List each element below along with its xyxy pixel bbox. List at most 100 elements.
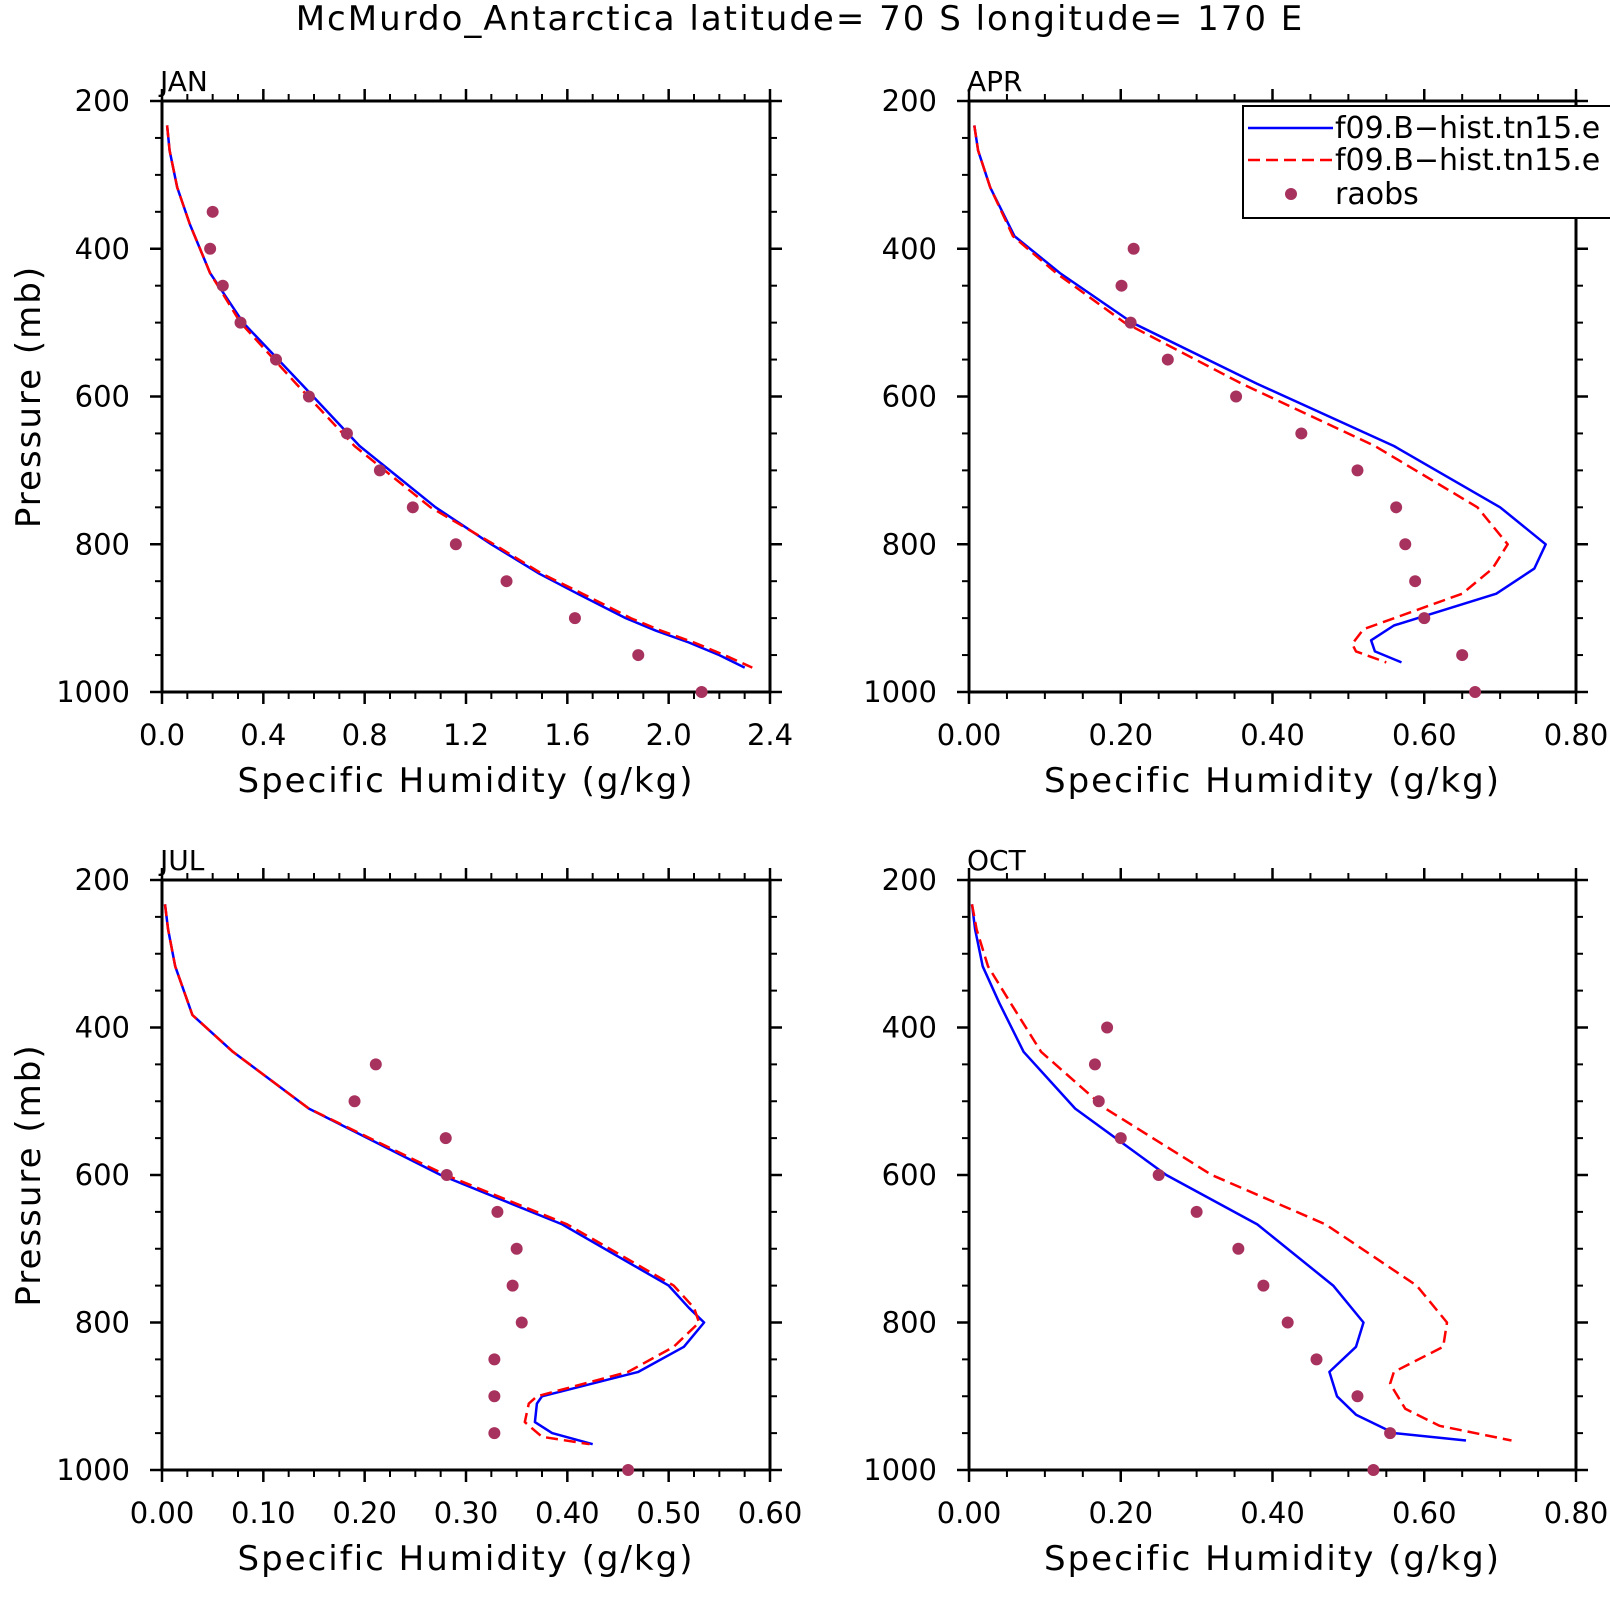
obs-point xyxy=(1409,575,1422,588)
legend-label-model1: f09.B−hist.tn15.e xyxy=(1335,111,1600,146)
panel-jan: JAN 0.0 0.4 0.8 1.2 1.6 2.0 2.4 200 400 600 800 1000… xyxy=(9,65,793,801)
obs-point xyxy=(1088,1058,1101,1071)
x-tick-label: 0.8 xyxy=(342,718,388,752)
obs-point xyxy=(1351,464,1364,477)
obs-point xyxy=(1161,353,1174,366)
y-tick-label: 600 xyxy=(882,380,937,414)
obs-point xyxy=(695,686,708,698)
obs-point xyxy=(488,1390,501,1403)
y-axis-label: Pressure (mb) xyxy=(9,265,49,528)
x-tick-label: 0.00 xyxy=(937,718,1002,752)
y-tick-label: 600 xyxy=(882,1158,937,1192)
figure-title: McMurdo_Antarctica latitude= 70 S longit… xyxy=(296,0,1305,39)
obs-point xyxy=(622,1464,635,1476)
y-tick-label: 800 xyxy=(882,527,937,561)
panel-title: JAN xyxy=(158,65,208,98)
obs-point xyxy=(491,1205,504,1218)
x-tick-label: 0.80 xyxy=(1544,1496,1609,1530)
obs-point xyxy=(340,427,353,440)
x-tick-label: 0.4 xyxy=(240,718,286,752)
obs-point xyxy=(1232,1242,1245,1255)
obs-point xyxy=(449,538,462,551)
panels: JAN 0.0 0.4 0.8 1.2 1.6 2.0 2.4 200 400 600 800 1000… xyxy=(9,65,1608,1579)
model2-line xyxy=(970,904,1512,1442)
panel-title: APR xyxy=(967,65,1023,98)
obs-point xyxy=(1124,316,1137,329)
y-axis-label: Pressure (mb) xyxy=(9,1043,49,1306)
legend-label-obs: raobs xyxy=(1335,177,1419,212)
y-tick-label: 400 xyxy=(882,232,937,266)
x-tick-label: 2.4 xyxy=(747,718,793,752)
obs-point xyxy=(234,316,247,329)
obs-point xyxy=(206,205,219,218)
panel-apr: APR 0.00 0.20 0.40 0.60 0.80 200 400 600 800 1000 S… xyxy=(863,65,1608,801)
obs-point xyxy=(216,279,229,292)
x-tick-label: 0.60 xyxy=(1392,1496,1457,1530)
x-tick-label: 0.40 xyxy=(535,1496,600,1530)
x-tick-label: 0.20 xyxy=(1088,718,1153,752)
panel-title: OCT xyxy=(967,844,1027,877)
legend: f09.B−hist.tn15.e f09.B−hist.tn15.e raob… xyxy=(1242,105,1610,219)
obs-point xyxy=(439,1132,452,1145)
x-tick-label: 0.50 xyxy=(636,1496,701,1530)
obs-point xyxy=(488,1427,501,1440)
x-tick-label: 0.20 xyxy=(1088,1496,1153,1530)
y-tick-label: 800 xyxy=(75,527,130,561)
x-tick-label: 1.2 xyxy=(443,718,489,752)
obs-point xyxy=(1127,242,1140,255)
y-tick-label: 1000 xyxy=(863,1453,937,1487)
obs-point xyxy=(515,1316,528,1329)
obs-point xyxy=(1390,501,1403,514)
y-tick-label: 1000 xyxy=(863,675,937,709)
obs-point xyxy=(568,612,581,625)
obs-point xyxy=(1399,538,1412,551)
model2-line xyxy=(973,125,1509,664)
y-tick-label: 800 xyxy=(882,1306,937,1340)
axes-frame xyxy=(967,878,1578,1472)
x-tick-label: 0.0 xyxy=(139,718,185,752)
axes-frame xyxy=(160,878,772,1472)
x-tick-label: 0.00 xyxy=(130,1496,195,1530)
obs-point xyxy=(1351,1390,1364,1403)
obs-point xyxy=(348,1095,361,1108)
obs-point xyxy=(1257,1279,1270,1292)
x-tick-label: 0.00 xyxy=(937,1496,1002,1530)
panel-title: JUL xyxy=(158,844,205,877)
x-tick-label: 1.6 xyxy=(544,718,590,752)
obs-point xyxy=(506,1279,519,1292)
x-tick-label: 0.40 xyxy=(1240,718,1305,752)
obs-point xyxy=(488,1353,501,1366)
obs-point xyxy=(406,501,419,514)
axes-frame xyxy=(160,99,772,694)
legend-swatch-obs xyxy=(1285,188,1297,200)
obs-point xyxy=(1456,649,1469,662)
panel-oct: OCT 0.00 0.20 0.40 0.60 0.80 200 400 600 800 1000 S… xyxy=(863,844,1608,1579)
obs-point xyxy=(1469,686,1482,698)
obs-point xyxy=(1367,1464,1380,1476)
panel-jul: JUL 0.00 0.10 0.20 0.30 0.40 0.50 0.60 200 400 600… xyxy=(9,844,802,1579)
model1-line xyxy=(165,125,746,669)
legend-label-model2: f09.B−hist.tn15.e xyxy=(1335,143,1600,178)
obs-point xyxy=(1230,390,1243,403)
model2-line xyxy=(165,125,753,669)
obs-point xyxy=(440,1169,453,1181)
obs-point xyxy=(1092,1095,1105,1108)
x-tick-label: 0.30 xyxy=(434,1496,499,1530)
y-tick-label: 200 xyxy=(882,863,937,897)
obs-point xyxy=(204,242,217,255)
obs-point xyxy=(369,1058,382,1071)
obs-point xyxy=(1384,1427,1397,1440)
y-tick-label: 200 xyxy=(75,84,130,118)
obs-point xyxy=(1281,1316,1294,1329)
obs-point xyxy=(1101,1021,1114,1034)
y-tick-label: 400 xyxy=(75,1011,130,1045)
obs-point xyxy=(1310,1353,1323,1366)
y-tick-label: 400 xyxy=(75,232,130,266)
y-tick-label: 800 xyxy=(75,1306,130,1340)
y-tick-label: 1000 xyxy=(56,1453,130,1487)
x-axis-label: Specific Humidity (g/kg) xyxy=(238,761,695,801)
obs-point xyxy=(500,575,513,588)
obs-point xyxy=(373,464,386,477)
obs-point xyxy=(1115,279,1128,292)
